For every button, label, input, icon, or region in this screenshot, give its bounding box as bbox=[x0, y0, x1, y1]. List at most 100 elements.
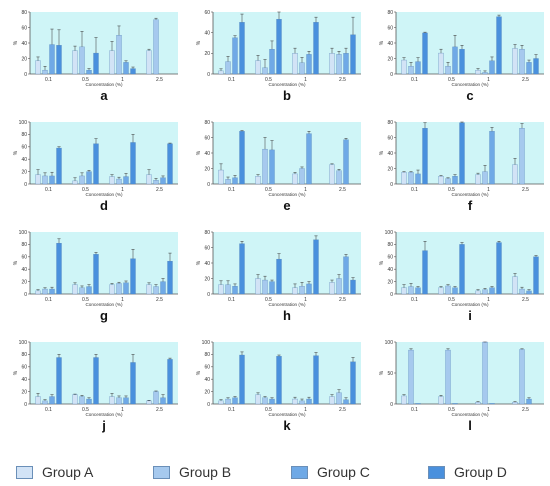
y-tick-label: 0 bbox=[390, 402, 393, 408]
bar-group-d-0.1 bbox=[239, 131, 245, 185]
x-tick-label: 0.5 bbox=[448, 407, 455, 413]
bar-group-a-0.1 bbox=[218, 284, 224, 295]
bar-group-b-0.1 bbox=[408, 172, 414, 185]
y-axis-label: % bbox=[379, 260, 385, 265]
bar-group-d-0.5 bbox=[276, 356, 282, 405]
bar-group-c-1 bbox=[306, 283, 312, 295]
y-tick-label: 80 bbox=[204, 230, 210, 236]
bar-group-a-1 bbox=[109, 396, 115, 405]
bar-group-d-0.5 bbox=[459, 244, 465, 295]
legend-label-group-d: Group D bbox=[454, 464, 507, 480]
bar-group-c-2.5 bbox=[343, 53, 349, 75]
bar-group-b-2.5 bbox=[336, 278, 342, 295]
chart-panel-c: 0 20 40 60 80% 0.1 0.5 1 2.5 Concentration (%) bbox=[379, 10, 544, 87]
panel-letter-i: i bbox=[468, 308, 472, 323]
bar-group-c-0.5 bbox=[269, 149, 275, 185]
bar-group-a-0.1 bbox=[218, 169, 224, 185]
bar-group-b-0.1 bbox=[42, 400, 48, 405]
bar-group-c-1 bbox=[489, 131, 495, 185]
bar-group-b-0.5 bbox=[445, 349, 451, 405]
y-tick-label: 60 bbox=[387, 135, 393, 141]
bar-group-a-1 bbox=[292, 173, 298, 185]
panel-letter-h: h bbox=[283, 308, 291, 323]
bar-group-c-0.1 bbox=[49, 175, 55, 185]
y-axis-label: % bbox=[13, 40, 19, 45]
bar-group-d-0.1 bbox=[56, 357, 62, 405]
bar-group-b-1 bbox=[482, 341, 488, 405]
panel-letter-l: l bbox=[468, 418, 472, 433]
bar-group-a-1 bbox=[109, 50, 115, 75]
y-tick-label: 80 bbox=[387, 120, 393, 126]
x-tick-label: 1 bbox=[121, 297, 124, 303]
x-tick-label: 1 bbox=[487, 407, 490, 413]
bar-group-a-0.1 bbox=[35, 396, 41, 405]
legend-item-group-b: Group B bbox=[153, 464, 231, 480]
bar-group-a-0.1 bbox=[401, 172, 407, 185]
bar-group-b-2.5 bbox=[519, 288, 525, 295]
y-tick-label: 100 bbox=[19, 230, 28, 236]
legend-label-group-c: Group C bbox=[317, 464, 370, 480]
y-tick-label: 80 bbox=[204, 352, 210, 358]
bar-group-c-0.1 bbox=[49, 396, 55, 405]
chart-panel-j: 0 20 40 60 80 100% 0.1 0.5 1 2.5 Concentration (%) bbox=[13, 340, 178, 417]
bar-group-d-1 bbox=[313, 22, 319, 75]
bar-group-d-1 bbox=[496, 16, 502, 75]
y-tick-label: 20 bbox=[204, 276, 210, 282]
bar-group-c-0.5 bbox=[86, 69, 92, 75]
x-tick-label: 2.5 bbox=[156, 297, 163, 303]
y-axis-label: % bbox=[196, 40, 202, 45]
y-tick-label: 60 bbox=[21, 25, 27, 31]
y-tick-label: 60 bbox=[204, 365, 210, 371]
bar-group-b-2.5 bbox=[153, 180, 159, 185]
y-tick-label: 40 bbox=[387, 151, 393, 157]
chart-grid: 0 20 40 60 80% 0.1 0.5 1 2.5 Concentration (%) a 0 2… bbox=[13, 10, 544, 433]
bar-group-c-2.5 bbox=[343, 256, 349, 295]
y-axis-label: % bbox=[13, 150, 19, 155]
bar-group-a-2.5 bbox=[146, 50, 152, 75]
plot-area-background bbox=[30, 342, 178, 404]
bar-group-d-2.5 bbox=[167, 260, 173, 295]
bar-group-a-0.5 bbox=[438, 396, 444, 405]
bar-group-a-0.5 bbox=[72, 50, 78, 75]
chart-panel-b: 0 20 40 60% 0.1 0.5 1 2.5 Concentration (%) bbox=[196, 10, 361, 87]
y-tick-label: 20 bbox=[21, 279, 27, 285]
plot-area-background bbox=[396, 12, 544, 74]
y-tick-label: 60 bbox=[21, 145, 27, 151]
bar-group-b-1 bbox=[116, 283, 122, 295]
x-axis-label: Concentration (%) bbox=[451, 82, 488, 87]
bar-group-d-2.5 bbox=[350, 34, 356, 75]
bar-group-b-0.1 bbox=[408, 66, 414, 75]
plot-area-background bbox=[213, 342, 361, 404]
bar-group-c-1 bbox=[306, 54, 312, 75]
x-tick-label: 1 bbox=[304, 407, 307, 413]
x-tick-label: 0.1 bbox=[228, 407, 235, 413]
legend-swatch-group-d bbox=[428, 465, 445, 479]
chart-panel-g: 0 20 40 60 80 100% 0.1 0.5 1 2.5 Concentration (%) bbox=[13, 230, 178, 307]
y-tick-label: 60 bbox=[204, 245, 210, 251]
bar-group-a-1 bbox=[292, 53, 298, 75]
bar-group-d-1 bbox=[130, 142, 136, 185]
bar-group-a-0.1 bbox=[218, 70, 224, 75]
chart-panel-f: 0 20 40 60 80% 0.1 0.5 1 2.5 Concentration (%) bbox=[379, 120, 544, 197]
y-tick-label: 0 bbox=[390, 292, 393, 298]
x-tick-label: 2.5 bbox=[156, 187, 163, 193]
x-axis-label: Concentration (%) bbox=[451, 412, 488, 417]
bar-group-b-0.1 bbox=[225, 179, 231, 185]
bar-group-d-2.5 bbox=[350, 361, 356, 405]
legend-swatch-group-b bbox=[153, 465, 170, 479]
bar-group-c-0.5 bbox=[452, 176, 458, 185]
y-tick-label: 20 bbox=[387, 56, 393, 62]
bar-group-c-1 bbox=[306, 398, 312, 405]
x-axis-label: Concentration (%) bbox=[85, 82, 122, 87]
bar-group-a-0.1 bbox=[35, 174, 41, 185]
x-tick-label: 0.1 bbox=[228, 297, 235, 303]
y-tick-label: 0 bbox=[390, 182, 393, 188]
bar-group-a-0.1 bbox=[218, 400, 224, 405]
bar-group-c-2.5 bbox=[526, 398, 532, 405]
bar-group-b-1 bbox=[482, 72, 488, 75]
x-tick-label: 0.5 bbox=[448, 297, 455, 303]
chart-panel-e: 0 20 40 60 80% 0.1 0.5 1 2.5 Concentration (%) bbox=[196, 120, 361, 197]
bar-group-a-2.5 bbox=[146, 400, 152, 405]
y-tick-label: 60 bbox=[387, 255, 393, 261]
bar-group-c-2.5 bbox=[160, 397, 166, 405]
